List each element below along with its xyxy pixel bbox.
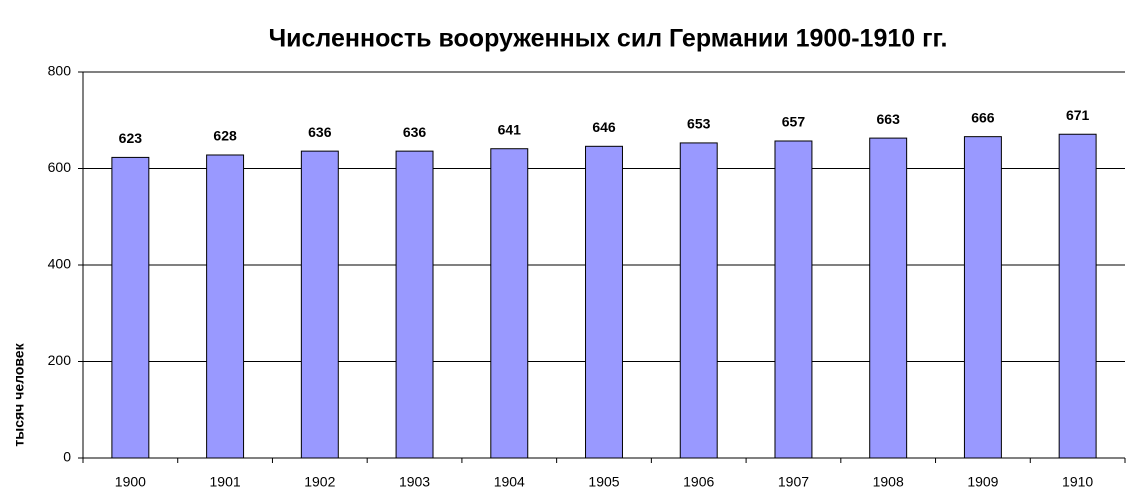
value-label: 628	[213, 128, 237, 144]
x-tick-label: 1904	[494, 474, 525, 490]
value-label: 666	[971, 109, 995, 125]
y-tick-label: 0	[63, 449, 71, 465]
value-label: 623	[119, 130, 143, 146]
chart-title: Численность вооруженных сил Германии 190…	[269, 25, 948, 53]
y-tick-label: 800	[48, 63, 72, 79]
value-label: 646	[592, 119, 616, 135]
bar	[1058, 133, 1097, 459]
x-tick-label: 1906	[683, 474, 714, 490]
value-label: 657	[782, 114, 806, 130]
x-tick-label: 1900	[115, 474, 146, 490]
y-tick-label: 200	[48, 352, 72, 368]
bar	[869, 137, 908, 459]
x-tick-label: 1910	[1062, 474, 1093, 490]
y-tick-label: 600	[48, 159, 72, 175]
value-label: 671	[1066, 107, 1090, 123]
bar	[300, 150, 339, 459]
bar	[585, 145, 623, 459]
value-label: 663	[877, 111, 901, 127]
bar	[679, 142, 718, 459]
bar	[774, 140, 813, 459]
bar	[395, 150, 434, 459]
y-tick-label: 400	[48, 256, 72, 272]
x-tick-label: 1909	[967, 474, 998, 490]
x-tick-label: 1902	[304, 474, 335, 490]
x-tick-label: 1901	[210, 474, 241, 490]
bar	[490, 148, 529, 459]
value-label: 636	[403, 124, 427, 140]
x-tick-label: 1903	[399, 474, 430, 490]
value-label: 636	[308, 124, 332, 140]
x-tick-label: 1908	[873, 474, 904, 490]
bar	[963, 136, 1002, 459]
y-axis-label: тысяч человек	[11, 342, 27, 446]
bar	[111, 156, 150, 459]
x-tick-label: 1907	[778, 474, 809, 490]
value-label: 653	[687, 116, 711, 132]
x-tick-label: 1905	[588, 474, 619, 490]
value-label: 641	[498, 121, 522, 137]
bar	[206, 154, 245, 459]
